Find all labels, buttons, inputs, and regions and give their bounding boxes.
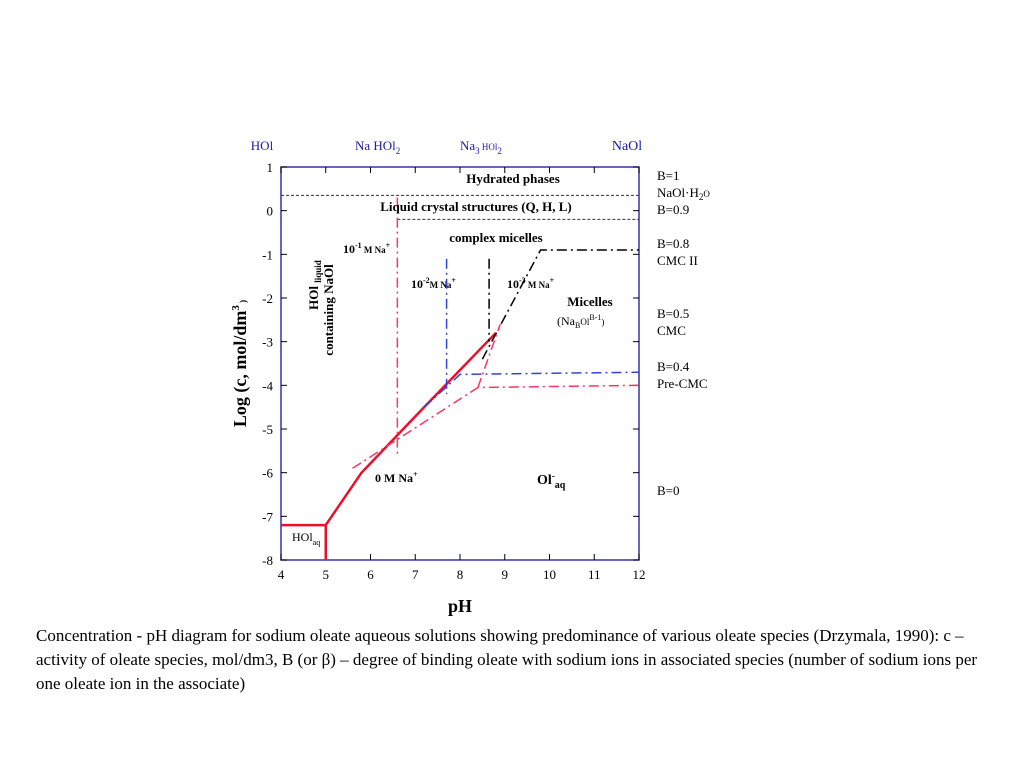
right-label: CMC bbox=[657, 323, 686, 338]
y-tick-label: -8 bbox=[262, 553, 273, 568]
label-containing-naol: containing NaOl bbox=[321, 264, 336, 356]
x-axis-title: pH bbox=[448, 596, 472, 616]
x-tick-label: 5 bbox=[323, 567, 330, 582]
right-label: B=0.4 bbox=[657, 359, 690, 374]
label-micelles: Micelles bbox=[567, 294, 612, 309]
x-tick-label: 7 bbox=[412, 567, 419, 582]
right-label: NaOl·H2O bbox=[657, 185, 710, 202]
chart-marks bbox=[281, 194, 640, 560]
y-tick-label: -5 bbox=[262, 422, 273, 437]
y-tick-label: -1 bbox=[262, 247, 273, 262]
label-conc-0: 0 M Na+ bbox=[375, 470, 418, 485]
label-complex-micelles: complex micelles bbox=[449, 230, 543, 245]
x-tick-label: 12 bbox=[633, 567, 646, 582]
plot-area bbox=[280, 166, 640, 561]
y-tick-label: -3 bbox=[262, 335, 273, 350]
label-hol-aq: HOlaq bbox=[292, 530, 320, 547]
y-tick-label: 1 bbox=[267, 160, 274, 175]
x-tick-label: 10 bbox=[543, 567, 556, 582]
y-axis-title: Log (c, mol/dm3 ) bbox=[230, 300, 251, 427]
y-tick-label: -6 bbox=[262, 466, 273, 481]
x-tick-label: 9 bbox=[502, 567, 509, 582]
right-label: B=0 bbox=[657, 483, 680, 498]
label-hol-liquid: HOl liquid bbox=[306, 260, 323, 310]
right-label: B=0.5 bbox=[657, 306, 689, 321]
x-tick-label: 4 bbox=[278, 567, 285, 582]
label-ol-aq: Ol-aq bbox=[537, 471, 566, 491]
series-line-6 bbox=[423, 371, 640, 408]
top-label-hol: HOl bbox=[251, 138, 274, 153]
figure-caption: Concentration - pH diagram for sodium ol… bbox=[36, 626, 978, 693]
label-liquid-crystal: Liquid crystal structures (Q, H, L) bbox=[380, 199, 572, 214]
right-label: CMC II bbox=[657, 253, 698, 268]
y-tick-label: -2 bbox=[262, 291, 273, 306]
label-hydrated-phases: Hydrated phases bbox=[466, 171, 560, 186]
x-tick-label: 11 bbox=[588, 567, 601, 582]
series-line-8 bbox=[477, 323, 501, 388]
right-label: Pre-CMC bbox=[657, 376, 708, 391]
right-label: B=0.9 bbox=[657, 202, 689, 217]
right-label: B=1 bbox=[657, 168, 680, 183]
y-tick-label: 0 bbox=[267, 204, 274, 219]
x-tick-label: 6 bbox=[367, 567, 374, 582]
label-conc-10-2: 10-2M Na+ bbox=[411, 276, 456, 291]
label-conc-10-3: 10-3 M Na+ bbox=[507, 276, 555, 291]
label-conc-10-1: 10-1 M Na+ bbox=[343, 241, 391, 256]
top-label-naol: NaOl bbox=[612, 139, 642, 154]
x-tick-label: 8 bbox=[457, 567, 464, 582]
top-label-na3-hol2: Na3 HOl2 bbox=[460, 138, 502, 156]
label-micelles-formula: (NaBOlB-1) bbox=[557, 313, 604, 330]
y-tick-label: -4 bbox=[262, 378, 273, 393]
right-label: B=0.8 bbox=[657, 236, 689, 251]
y-tick-label: -7 bbox=[262, 509, 273, 524]
top-label-na-hol2: Na HOl2 bbox=[355, 138, 400, 156]
series-line-5 bbox=[481, 249, 639, 360]
